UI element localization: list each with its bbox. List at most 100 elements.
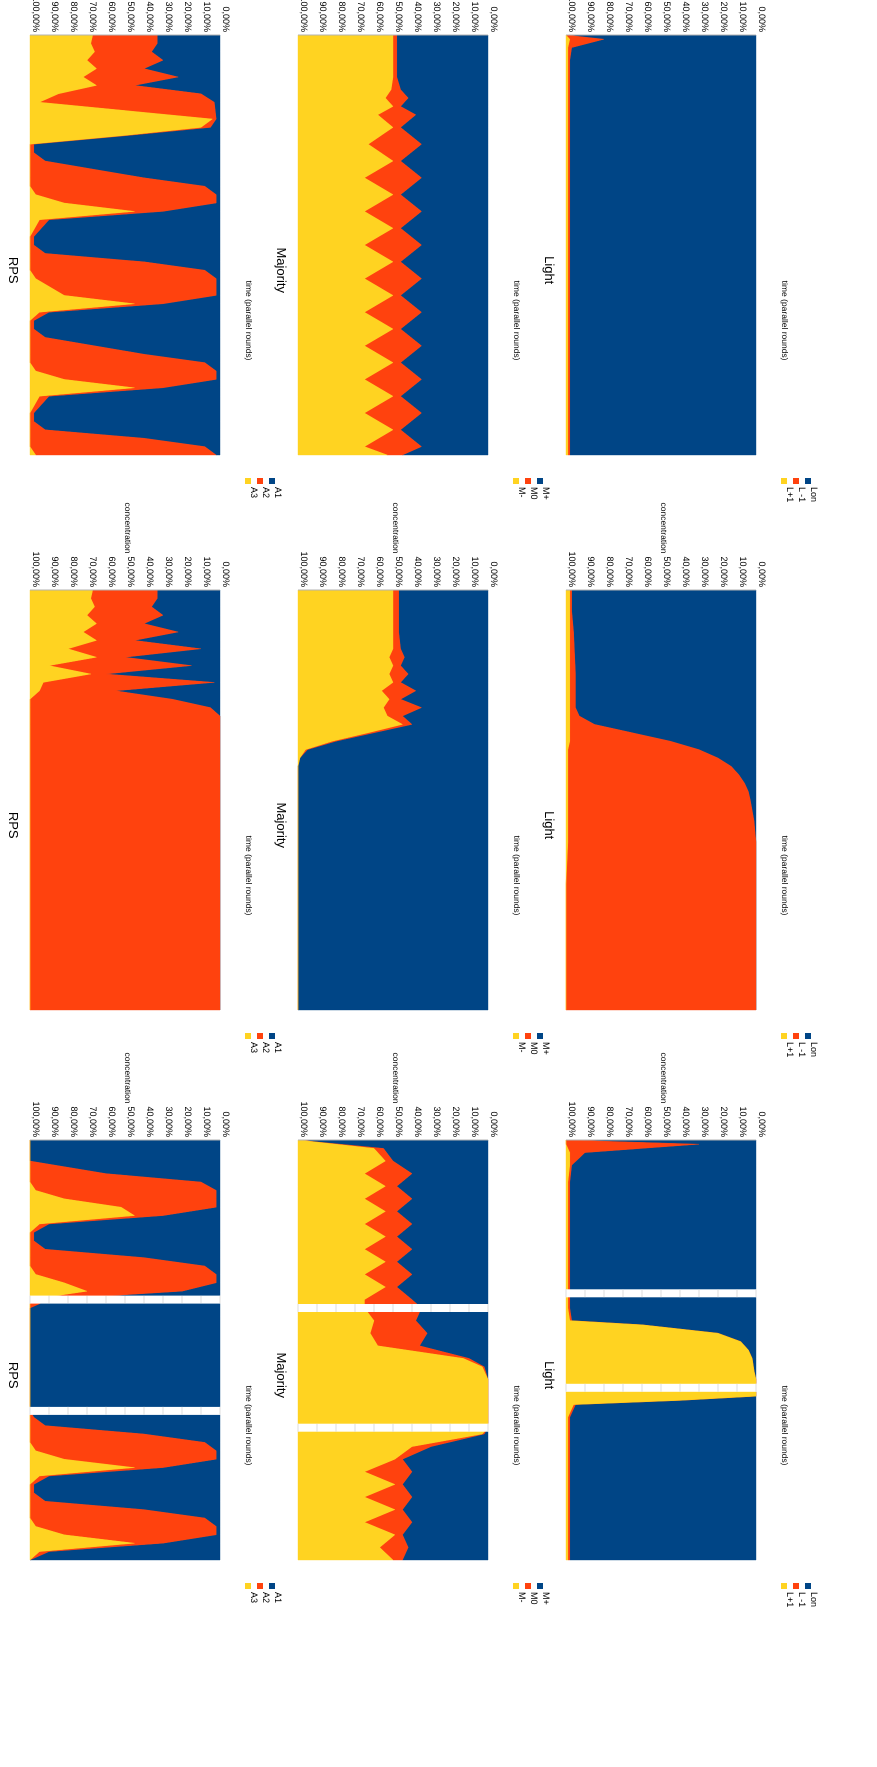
chart-panel-majority-1: 100,00% 90,00% 80,00% 70,00% 60,00% 50,00% 40,… bbox=[274, 1052, 551, 1604]
tick-label: 90,00% bbox=[318, 1106, 328, 1137]
legend-label: A2 bbox=[261, 487, 271, 498]
legend-label: A1 bbox=[273, 1592, 283, 1603]
legend-swatch bbox=[245, 1583, 251, 1589]
legend-label: L -1 bbox=[797, 487, 807, 502]
legend-swatch bbox=[269, 478, 275, 484]
chart-panel-rps-2: 100,00% 90,00% 80,00% 70,00% 60,00% 50,00% 40,… bbox=[6, 502, 283, 1053]
legend-swatch bbox=[257, 1583, 263, 1589]
legend-label: A3 bbox=[249, 1042, 259, 1053]
tick-label: 0,00% bbox=[221, 1111, 231, 1137]
tick-label: 20,00% bbox=[183, 1, 193, 32]
tick-label: 0,00% bbox=[221, 561, 231, 587]
legend-label: M+ bbox=[541, 487, 551, 500]
tick-label: 80,00% bbox=[69, 556, 79, 587]
tick-label: 10,00% bbox=[470, 1106, 480, 1137]
legend-swatch bbox=[781, 478, 787, 484]
panels: 100,00% 90,00% 80,00% 70,00% 60,00% 50,00% 40,… bbox=[6, 0, 819, 1607]
tick-label: 30,00% bbox=[432, 1, 442, 32]
x-axis-label: time (parallel rounds) bbox=[780, 281, 790, 361]
tick-label: 90,00% bbox=[586, 556, 596, 587]
chart-title: RPS bbox=[6, 812, 21, 839]
legend-label: M- bbox=[517, 487, 527, 498]
area-series-a3 bbox=[29, 589, 97, 1010]
tick-label: 100,00% bbox=[299, 1101, 309, 1137]
tick-label: 40,00% bbox=[413, 556, 423, 587]
tick-label: 90,00% bbox=[50, 1106, 60, 1137]
tick-label: 30,00% bbox=[432, 556, 442, 587]
tick-label: 0,00% bbox=[489, 1111, 499, 1137]
tick-label: 100,00% bbox=[299, 0, 309, 32]
tick-label: 80,00% bbox=[69, 1, 79, 32]
legend-label: A1 bbox=[273, 1042, 283, 1053]
chart-title: RPS bbox=[6, 257, 21, 284]
tick-label: 20,00% bbox=[451, 556, 461, 587]
x-axis-label: time (parallel rounds) bbox=[244, 836, 254, 916]
tick-label: 100,00% bbox=[567, 551, 577, 587]
chart-panel-majority-2: 100,00% 90,00% 80,00% 70,00% 60,00% 50,00% 40,… bbox=[274, 502, 551, 1054]
legend-swatch bbox=[537, 1033, 543, 1039]
tick-label: 10,00% bbox=[738, 1106, 748, 1137]
tick-label: 60,00% bbox=[375, 1106, 385, 1137]
tick-label: 40,00% bbox=[413, 1106, 423, 1137]
chart-title: Light bbox=[542, 1361, 557, 1390]
chart-panel-rps-1: 100,00% 90,00% 80,00% 70,00% 60,00% 50,00% 40,… bbox=[6, 1052, 283, 1603]
tick-label: 50,00% bbox=[662, 1106, 672, 1137]
tick-label: 0,00% bbox=[757, 6, 767, 32]
tick-label: 60,00% bbox=[643, 1, 653, 32]
legend-swatch bbox=[525, 478, 531, 484]
area-series-a3 bbox=[29, 1140, 136, 1561]
tick-label: 100,00% bbox=[567, 0, 577, 32]
chart-panel-light-1: 100,00% 90,00% 80,00% 70,00% 60,00% 50,00% 40,… bbox=[542, 1052, 819, 1607]
y-axis-label: concentration bbox=[391, 502, 401, 553]
tick-label: 40,00% bbox=[413, 1, 423, 32]
tick-label: 80,00% bbox=[337, 1106, 347, 1137]
legend-label: L+1 bbox=[785, 487, 795, 502]
legend-swatch bbox=[513, 478, 519, 484]
tick-label: 40,00% bbox=[681, 556, 691, 587]
legend-label: M+ bbox=[541, 1042, 551, 1055]
legend-swatch bbox=[513, 1033, 519, 1039]
legend-label: Lon bbox=[809, 1592, 819, 1607]
tick-label: 50,00% bbox=[394, 1106, 404, 1137]
tick-label: 90,00% bbox=[50, 1, 60, 32]
tick-label: 80,00% bbox=[605, 1106, 615, 1137]
tick-label: 0,00% bbox=[757, 1111, 767, 1137]
area-series-a3 bbox=[29, 34, 213, 456]
tick-label: 40,00% bbox=[681, 1106, 691, 1137]
tick-label: 30,00% bbox=[432, 1106, 442, 1137]
chart-panel-rps-3: 100,00% 90,00% 80,00% 70,00% 60,00% 50,00% 40,… bbox=[6, 0, 283, 498]
tick-label: 50,00% bbox=[394, 556, 404, 587]
tick-label: 60,00% bbox=[643, 1106, 653, 1137]
legend-swatch bbox=[257, 478, 263, 484]
legend-swatch bbox=[525, 1583, 531, 1589]
tick-label: 80,00% bbox=[605, 556, 615, 587]
tick-label: 50,00% bbox=[662, 556, 672, 587]
legend-swatch bbox=[781, 1583, 787, 1589]
tick-label: 40,00% bbox=[681, 1, 691, 32]
legend-swatch bbox=[537, 478, 543, 484]
tick-label: 70,00% bbox=[356, 556, 366, 587]
legend-label: L -1 bbox=[797, 1042, 807, 1057]
area-series-mminus bbox=[297, 34, 394, 456]
legend-label: Lon bbox=[809, 487, 819, 502]
tick-label: 50,00% bbox=[126, 556, 136, 587]
tick-label: 70,00% bbox=[624, 556, 634, 587]
tick-label: 80,00% bbox=[337, 556, 347, 587]
tick-label: 60,00% bbox=[375, 1, 385, 32]
y-axis-label: concentration bbox=[659, 502, 669, 553]
legend-label: A3 bbox=[249, 1592, 259, 1603]
tick-label: 50,00% bbox=[126, 1106, 136, 1137]
legend-label: L+1 bbox=[785, 1592, 795, 1607]
tick-label: 0,00% bbox=[489, 561, 499, 587]
x-axis-label: time (parallel rounds) bbox=[244, 1386, 254, 1466]
legend-swatch bbox=[537, 1583, 543, 1589]
area-series-lplus1 bbox=[565, 34, 571, 456]
tick-label: 90,00% bbox=[586, 1, 596, 32]
chart-panel-light-3: 100,00% 90,00% 80,00% 70,00% 60,00% 50,00% 40,… bbox=[542, 0, 819, 502]
x-axis-label: time (parallel rounds) bbox=[512, 836, 522, 916]
tick-label: 30,00% bbox=[164, 1106, 174, 1137]
tick-label: 40,00% bbox=[145, 1106, 155, 1137]
tick-label: 30,00% bbox=[700, 556, 710, 587]
area-series-lon bbox=[565, 34, 757, 456]
